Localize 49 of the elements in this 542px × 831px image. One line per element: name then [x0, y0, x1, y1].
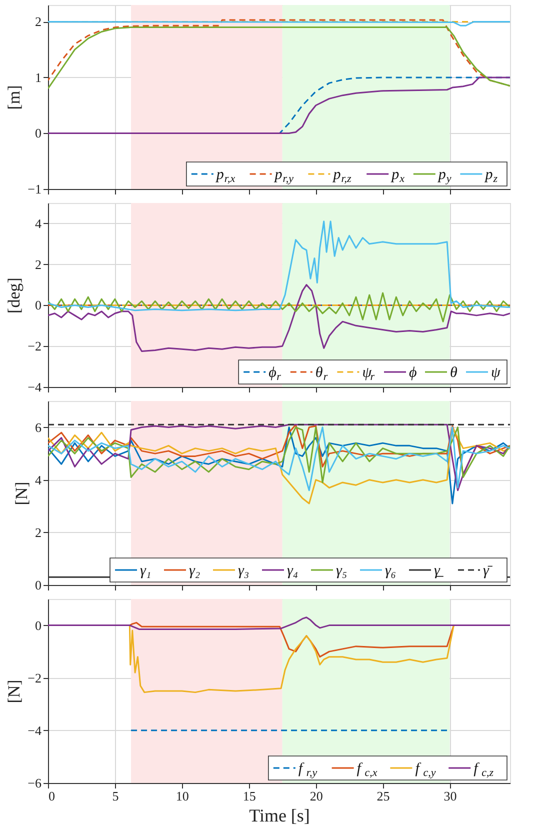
legend-label: γ₂ [189, 563, 200, 579]
y-tick-label: 0 [35, 578, 42, 592]
legend-label: ψ [491, 365, 501, 381]
x-tick-label: 15 [242, 788, 256, 804]
y-tick-label: 1 [35, 70, 42, 85]
x-tick-label: 20 [310, 788, 323, 804]
line-series [48, 616, 510, 630]
x-tick-label: 5 [112, 788, 119, 804]
y-tick-label: 0 [35, 126, 42, 141]
legend-label: γ₆ [385, 563, 396, 579]
line-series [48, 426, 510, 504]
y-axis-title: [N] [12, 482, 31, 506]
y-axis-title: [deg] [4, 278, 24, 314]
y-tick-label: 2 [35, 14, 42, 30]
legend-label: γ₅ [336, 563, 348, 579]
legend-label: γ₃ [238, 563, 250, 579]
y-tick-label: 2 [35, 256, 42, 272]
legend-label: θ [450, 365, 458, 381]
x-tick-label: 30 [444, 788, 457, 804]
legend-label: γ̄ [483, 563, 493, 579]
y-tick-label: 0 [35, 298, 42, 313]
y-tick-label: −2 [28, 338, 42, 354]
y-axis-title: [m] [4, 85, 24, 110]
x-tick-label: 10 [176, 788, 189, 804]
y-tick-label: −1 [28, 182, 42, 196]
y-tick-label: 4 [35, 216, 42, 231]
line-series [48, 220, 510, 312]
y-tick-label: −4 [28, 380, 42, 394]
legend-label: fr,y [298, 761, 318, 779]
y-axis-title: [N] [4, 680, 24, 704]
legend-label: γ₄ [287, 563, 298, 579]
legend-label: ϕ [409, 365, 417, 381]
line-series [48, 292, 510, 322]
line-series [48, 284, 510, 352]
legend-label: γ₁ [140, 563, 152, 579]
x-axis-title: Time [s] [249, 806, 310, 826]
legend-label: γ̲ [434, 563, 444, 579]
legend-label: fc,y [415, 761, 436, 779]
y-tick-label: 6 [35, 420, 42, 435]
y-tick-label: −4 [28, 722, 42, 738]
legend-label: fc,x [356, 761, 378, 779]
y-tick-label: −2 [28, 670, 42, 686]
y-tick-label: 4 [35, 472, 42, 488]
x-tick-label: 0 [48, 788, 55, 804]
legend-label: fc,z [474, 761, 494, 779]
x-tick-label: 25 [376, 788, 390, 804]
y-tick-label: 2 [35, 524, 42, 540]
y-tick-label: −6 [28, 776, 42, 790]
y-tick-label: 0 [35, 618, 42, 633]
